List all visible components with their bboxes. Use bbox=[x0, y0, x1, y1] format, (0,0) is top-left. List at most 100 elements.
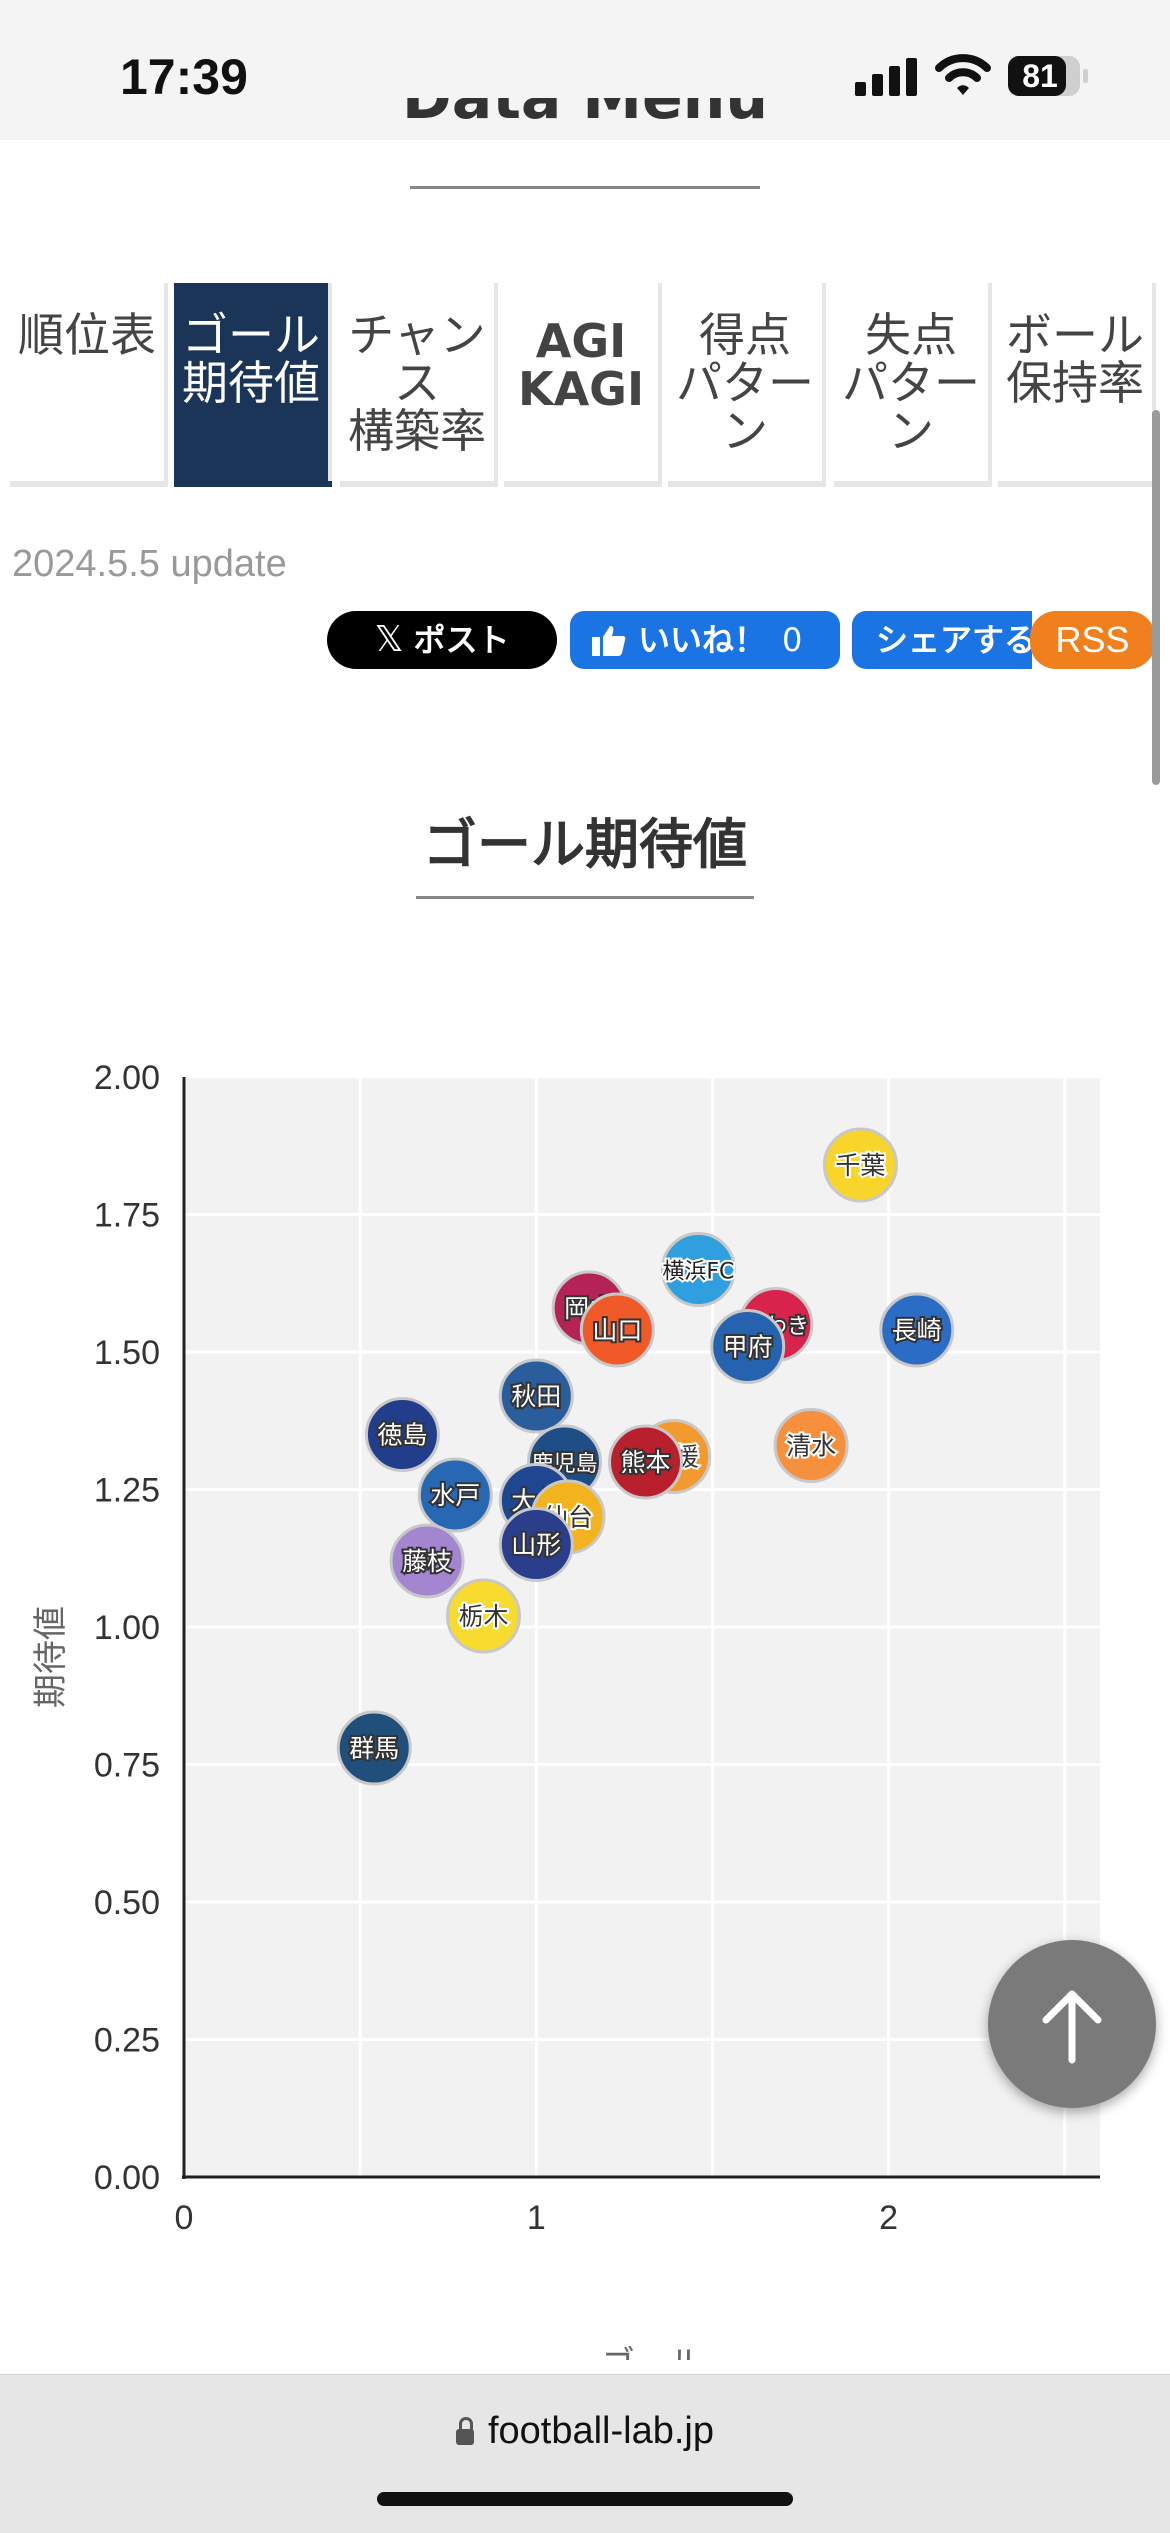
tab-underline bbox=[668, 481, 826, 487]
rss-label: RSS bbox=[1055, 619, 1130, 660]
team-point-13 bbox=[417, 1457, 493, 1533]
tab-label-line: パター bbox=[676, 356, 814, 410]
y-tick-label: 0.00 bbox=[94, 2159, 160, 2197]
cellular-signal-icon bbox=[855, 58, 917, 96]
y-tick-label: 1.50 bbox=[94, 1334, 160, 1372]
tab-label-line: 得点 bbox=[699, 308, 791, 362]
team-point-19 bbox=[336, 1710, 412, 1786]
battery-icon: 81 bbox=[1008, 56, 1088, 98]
lock-icon bbox=[455, 2417, 474, 2445]
tab-underline bbox=[834, 481, 992, 487]
team-point-9 bbox=[773, 1408, 849, 1483]
team-point-8 bbox=[364, 1397, 440, 1472]
rss-button[interactable]: RSS bbox=[1030, 611, 1155, 669]
tab-1[interactable]: ゴール 期待値 bbox=[174, 283, 332, 483]
like-count: 0 bbox=[782, 621, 803, 659]
home-indicator bbox=[377, 2492, 793, 2506]
y-tick-label: 0.50 bbox=[94, 1884, 160, 1922]
browser-address-bar[interactable]: football-lab.jp bbox=[0, 2374, 1170, 2533]
team-point-1 bbox=[660, 1232, 736, 1307]
status-bar: 17:39 81 bbox=[0, 0, 1170, 140]
team-label-18: 栃木 bbox=[458, 1602, 508, 1631]
tab-label-line: KAGI bbox=[517, 362, 645, 416]
data-menu-title: Data Menu bbox=[401, 98, 769, 133]
y-tick-label: 1.75 bbox=[94, 1197, 160, 1235]
team-label-0: 千葉 bbox=[835, 1151, 885, 1180]
thumbs-up-icon bbox=[592, 626, 626, 656]
arrow-up-icon bbox=[1042, 1990, 1102, 2064]
tab-label-line: 順位表 bbox=[18, 308, 156, 362]
tab-underline bbox=[10, 481, 168, 487]
post-label: ポスト bbox=[413, 621, 510, 659]
tab-label-line: AGI bbox=[535, 314, 627, 368]
tab-label-line: 構築率 bbox=[348, 404, 486, 458]
tab-5[interactable]: 失点 パターン bbox=[834, 283, 992, 483]
section-title: ゴール期待値 bbox=[423, 813, 747, 876]
team-point-6 bbox=[579, 1292, 655, 1368]
team-point-18 bbox=[445, 1578, 521, 1654]
tab-label-line: 保持率 bbox=[1006, 356, 1144, 410]
tab-6[interactable]: ボール 保持率 bbox=[998, 283, 1156, 483]
y-axis-label: 期待値 bbox=[31, 1606, 71, 1708]
like-label: いいね！ bbox=[638, 621, 767, 659]
team-label-16: 山形 bbox=[511, 1531, 561, 1560]
y-tick-label: 1.00 bbox=[94, 1609, 160, 1647]
team-label-7: 秋田 bbox=[511, 1382, 561, 1411]
status-time: 17:39 bbox=[120, 49, 248, 105]
tab-label-line: チャン bbox=[348, 308, 486, 362]
tab-4[interactable]: 得点 パターン bbox=[668, 283, 826, 483]
tab-label-line: ン bbox=[722, 404, 768, 458]
title-underline bbox=[410, 186, 760, 189]
update-date: 2024.5.5 update bbox=[12, 543, 287, 585]
tab-underline bbox=[998, 481, 1156, 487]
team-point-7 bbox=[498, 1358, 574, 1434]
team-point-3 bbox=[879, 1292, 955, 1368]
tab-3[interactable]: AGI KAGI bbox=[504, 283, 662, 483]
tab-label-line: ス bbox=[394, 356, 440, 410]
tab-label-line: 期待値 bbox=[182, 356, 320, 410]
tab-underline bbox=[174, 481, 332, 487]
team-point-4 bbox=[710, 1309, 786, 1384]
team-label-3: 長崎 bbox=[892, 1316, 942, 1345]
x-tick-label: 0 bbox=[175, 2199, 194, 2237]
tab-0[interactable]: 順位表 bbox=[10, 283, 168, 483]
tab-2[interactable]: チャンス構築率 bbox=[340, 283, 498, 483]
share-label: シェアする bbox=[876, 621, 1032, 659]
scroll-to-top-button[interactable] bbox=[988, 1940, 1156, 2108]
wifi-icon bbox=[935, 54, 991, 95]
y-tick-label: 0.25 bbox=[94, 2022, 160, 2060]
tab-label-line: ン bbox=[888, 404, 934, 458]
y-tick-label: 0.75 bbox=[94, 1747, 160, 1785]
team-point-17 bbox=[389, 1523, 465, 1599]
team-label-8: 徳島 bbox=[377, 1421, 427, 1450]
facebook-like-button[interactable]: いいね！ 0 bbox=[570, 611, 840, 669]
section-title-underline bbox=[416, 896, 754, 899]
team-point-12 bbox=[608, 1424, 684, 1500]
x-tick-label: 2 bbox=[879, 2199, 898, 2237]
team-point-0 bbox=[822, 1127, 898, 1203]
tab-underline bbox=[340, 481, 498, 487]
facebook-share-button[interactable]: シェアする bbox=[852, 611, 1032, 669]
tab-label-line: パター bbox=[842, 356, 980, 410]
team-label-9: 清水 bbox=[786, 1432, 836, 1461]
xg-scatter-chart: 0.00 0.25 0.50 0.75 1.00 1.25 1.50 1.75 2.00 0 1 2 ゴ… bbox=[31, 1059, 1100, 2360]
tab-underline bbox=[504, 481, 662, 487]
url-text: football-lab.jp bbox=[487, 2410, 715, 2452]
x-post-button[interactable]: 𝕏 ポスト bbox=[327, 611, 557, 669]
y-tick-label: 2.00 bbox=[94, 1059, 160, 1097]
x-tick-label: 1 bbox=[527, 2199, 546, 2237]
x-axis-label: ゴール bbox=[601, 2344, 703, 2360]
tab-label-line: 失点 bbox=[865, 308, 957, 362]
tab-label-line: ゴール bbox=[182, 308, 320, 362]
scrollbar[interactable] bbox=[1152, 410, 1160, 785]
team-label-1: 横浜FC bbox=[662, 1260, 734, 1285]
tab-label-line: ボール bbox=[1006, 308, 1144, 362]
team-point-16 bbox=[498, 1507, 574, 1582]
y-tick-label: 1.25 bbox=[94, 1472, 160, 1510]
team-label-12: 熊本 bbox=[621, 1448, 671, 1477]
team-label-13: 水戸 bbox=[430, 1481, 480, 1510]
team-label-6: 山口 bbox=[592, 1316, 642, 1345]
team-label-19: 群馬 bbox=[349, 1734, 399, 1763]
team-label-17: 藤枝 bbox=[402, 1547, 452, 1576]
team-label-4: 甲府 bbox=[723, 1333, 773, 1362]
